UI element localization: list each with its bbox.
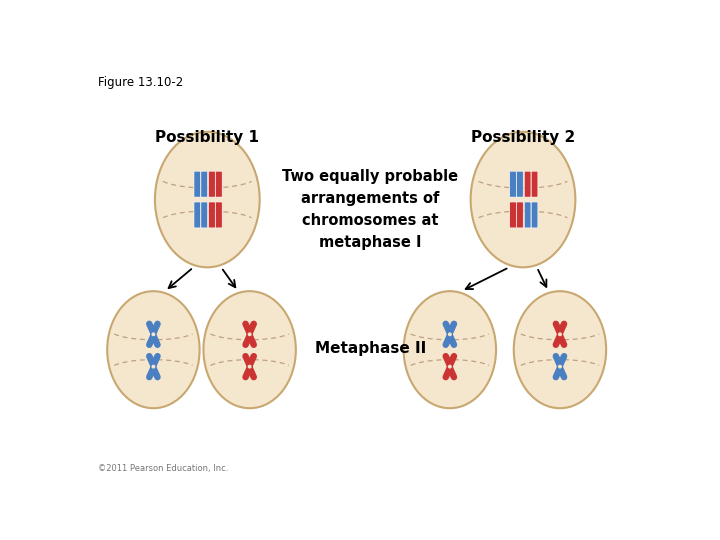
- FancyBboxPatch shape: [517, 202, 523, 228]
- FancyBboxPatch shape: [201, 171, 207, 197]
- FancyBboxPatch shape: [215, 171, 222, 197]
- FancyBboxPatch shape: [209, 202, 215, 228]
- FancyBboxPatch shape: [510, 202, 516, 228]
- Circle shape: [152, 333, 155, 335]
- FancyBboxPatch shape: [531, 171, 538, 197]
- Circle shape: [559, 333, 561, 335]
- FancyBboxPatch shape: [524, 171, 531, 197]
- FancyBboxPatch shape: [209, 171, 215, 197]
- FancyBboxPatch shape: [194, 171, 201, 197]
- Circle shape: [248, 366, 251, 368]
- Circle shape: [449, 366, 451, 368]
- Ellipse shape: [204, 291, 296, 408]
- FancyBboxPatch shape: [510, 171, 516, 197]
- FancyBboxPatch shape: [531, 202, 538, 228]
- Ellipse shape: [155, 132, 260, 267]
- Circle shape: [248, 333, 251, 335]
- FancyBboxPatch shape: [194, 202, 201, 228]
- Ellipse shape: [471, 132, 575, 267]
- Text: ©2011 Pearson Education, Inc.: ©2011 Pearson Education, Inc.: [98, 464, 228, 473]
- Ellipse shape: [514, 291, 606, 408]
- Circle shape: [559, 366, 561, 368]
- Circle shape: [152, 366, 155, 368]
- Text: Possibility 1: Possibility 1: [156, 131, 259, 145]
- Ellipse shape: [107, 291, 199, 408]
- FancyBboxPatch shape: [201, 202, 207, 228]
- FancyBboxPatch shape: [524, 202, 531, 228]
- FancyBboxPatch shape: [517, 171, 523, 197]
- Text: Figure 13.10-2: Figure 13.10-2: [98, 76, 183, 89]
- FancyBboxPatch shape: [215, 202, 222, 228]
- Text: Metaphase II: Metaphase II: [315, 341, 426, 356]
- Text: Possibility 2: Possibility 2: [471, 131, 575, 145]
- Ellipse shape: [404, 291, 496, 408]
- Text: Two equally probable
arrangements of
chromosomes at
metaphase I: Two equally probable arrangements of chr…: [282, 169, 459, 251]
- Circle shape: [449, 333, 451, 335]
